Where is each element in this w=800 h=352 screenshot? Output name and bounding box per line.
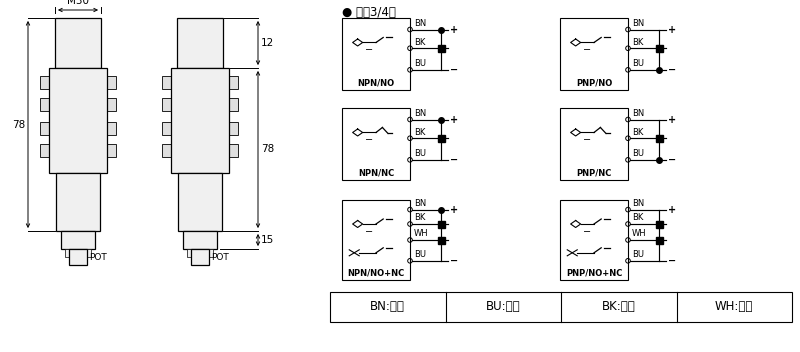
Bar <box>438 237 445 244</box>
Text: +: + <box>450 114 458 125</box>
Text: POT: POT <box>211 252 229 262</box>
Text: BK: BK <box>632 128 643 137</box>
Text: +: + <box>450 205 458 215</box>
Bar <box>49 68 107 173</box>
Text: BK: BK <box>632 38 643 47</box>
Text: +: + <box>450 25 458 34</box>
Bar <box>177 18 223 68</box>
Text: −: − <box>668 256 676 266</box>
Text: BN: BN <box>632 19 644 28</box>
Text: BN: BN <box>414 109 426 118</box>
Text: BU: BU <box>414 250 426 259</box>
Text: −: − <box>582 45 591 56</box>
Text: BU: BU <box>414 59 426 68</box>
Text: +: + <box>668 25 676 34</box>
Text: WH: WH <box>414 230 429 239</box>
Bar <box>655 237 662 244</box>
Text: −: − <box>365 136 373 145</box>
Text: BU: BU <box>632 59 644 68</box>
Bar <box>162 122 238 135</box>
Bar <box>61 231 95 249</box>
Text: +: + <box>668 114 676 125</box>
Text: WH:白色: WH:白色 <box>715 301 754 314</box>
Bar <box>438 220 445 227</box>
Text: BN:棕色: BN:棕色 <box>370 301 405 314</box>
Text: NPN/NO: NPN/NO <box>358 79 394 88</box>
Text: +: + <box>668 205 676 215</box>
Text: NPN/NO+NC: NPN/NO+NC <box>347 269 405 278</box>
Text: 15: 15 <box>261 235 274 245</box>
Bar <box>40 144 116 157</box>
Text: −: − <box>668 65 676 75</box>
Bar <box>65 249 69 257</box>
Text: 78: 78 <box>12 119 25 130</box>
Bar <box>342 108 410 180</box>
Text: ● 直涁3/4线: ● 直涁3/4线 <box>342 6 396 19</box>
Bar <box>438 45 445 52</box>
Bar <box>55 18 101 68</box>
Text: M30: M30 <box>67 0 89 6</box>
Text: WH: WH <box>632 230 646 239</box>
Text: −: − <box>365 45 373 56</box>
Text: PNP/NC: PNP/NC <box>576 169 612 178</box>
Text: −: − <box>582 227 591 237</box>
Bar <box>87 249 91 257</box>
Text: BK:黑色: BK:黑色 <box>602 301 636 314</box>
Text: −: − <box>668 155 676 165</box>
Bar <box>56 173 100 231</box>
Bar <box>560 18 628 90</box>
Bar <box>162 76 238 89</box>
Text: BK: BK <box>632 214 643 222</box>
Text: 78: 78 <box>261 145 274 155</box>
Bar <box>187 249 191 257</box>
Bar <box>655 220 662 227</box>
Text: BU: BU <box>632 149 644 158</box>
Text: −: − <box>365 227 373 237</box>
Bar <box>40 122 116 135</box>
Text: −: − <box>450 155 458 165</box>
Bar <box>69 249 87 265</box>
Text: PNP/NO: PNP/NO <box>576 79 612 88</box>
Bar <box>171 68 229 173</box>
Bar <box>40 98 116 111</box>
Text: BK: BK <box>414 214 426 222</box>
Text: BU: BU <box>632 250 644 259</box>
Text: BN: BN <box>414 19 426 28</box>
Text: −: − <box>450 256 458 266</box>
Bar <box>183 231 217 249</box>
Bar <box>330 292 792 322</box>
Bar <box>162 144 238 157</box>
Bar <box>560 200 628 280</box>
Text: BN: BN <box>632 109 644 118</box>
Text: BK: BK <box>414 128 426 137</box>
Bar <box>438 135 445 142</box>
Bar <box>342 200 410 280</box>
Bar <box>40 76 116 89</box>
Bar <box>655 135 662 142</box>
Text: NPN/NC: NPN/NC <box>358 169 394 178</box>
Bar <box>162 98 238 111</box>
Bar <box>209 249 213 257</box>
Text: POT: POT <box>89 252 106 262</box>
Bar <box>342 18 410 90</box>
Text: BN: BN <box>632 199 644 208</box>
Text: 12: 12 <box>261 38 274 48</box>
Text: BU: BU <box>414 149 426 158</box>
Text: PNP/NO+NC: PNP/NO+NC <box>566 269 622 278</box>
Text: BU:兰色: BU:兰色 <box>486 301 521 314</box>
Text: −: − <box>450 65 458 75</box>
Bar <box>178 173 222 231</box>
Text: BN: BN <box>414 199 426 208</box>
Text: BK: BK <box>414 38 426 47</box>
Text: −: − <box>582 136 591 145</box>
Bar <box>560 108 628 180</box>
Bar <box>655 45 662 52</box>
Bar <box>191 249 209 265</box>
